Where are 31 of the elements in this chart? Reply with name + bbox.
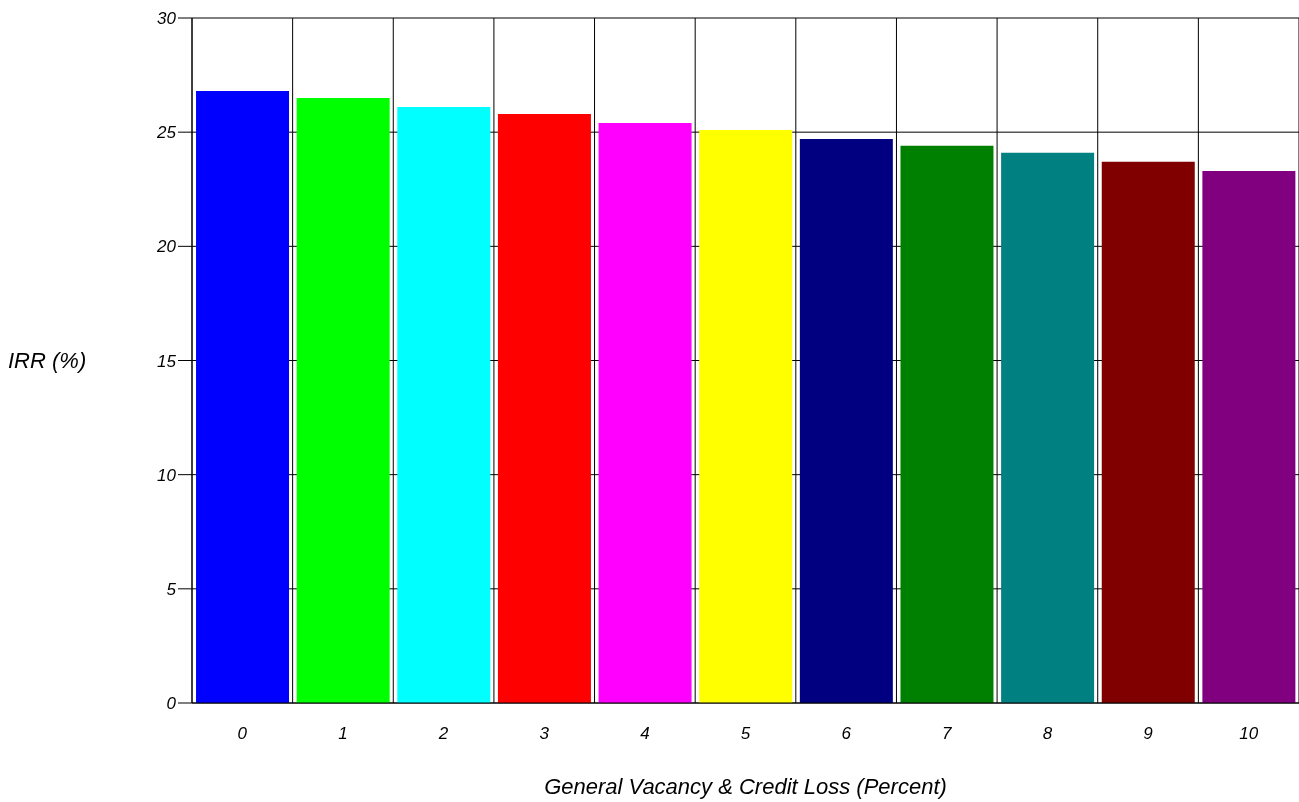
y-axis-title: IRR (%) (8, 348, 87, 374)
bar (1101, 161, 1195, 703)
bar (196, 91, 290, 703)
y-tick-label: 30 (157, 9, 177, 29)
y-tick-label: 5 (166, 579, 177, 599)
x-tick-label: 5 (740, 724, 751, 744)
x-tick-label: 9 (1143, 724, 1154, 744)
bar (900, 145, 994, 703)
bar (1001, 152, 1095, 703)
x-axis-title: General Vacancy & Credit Loss (Percent) (544, 774, 947, 799)
y-tick-label: 25 (156, 123, 177, 143)
bar (799, 139, 893, 703)
x-tick-label: 3 (539, 724, 550, 744)
x-tick-label: 1 (338, 724, 348, 744)
y-tick-label: 20 (156, 237, 177, 257)
bar (1202, 170, 1296, 703)
x-tick-label: 8 (1042, 724, 1053, 744)
x-tick-label: 2 (437, 724, 449, 744)
bar (699, 129, 793, 703)
y-tick-label: 10 (157, 465, 177, 485)
bar (598, 123, 692, 703)
bar (497, 113, 591, 703)
x-tick-label: 4 (640, 724, 650, 744)
x-tick-label: 6 (841, 724, 852, 744)
x-tick-label: 7 (942, 724, 953, 744)
y-tick-label: 15 (157, 351, 177, 371)
y-tick-label: 0 (166, 694, 177, 714)
bar (397, 107, 491, 703)
x-tick-label: 10 (1239, 724, 1259, 744)
x-tick-label: 0 (237, 724, 248, 744)
bar (296, 97, 390, 703)
